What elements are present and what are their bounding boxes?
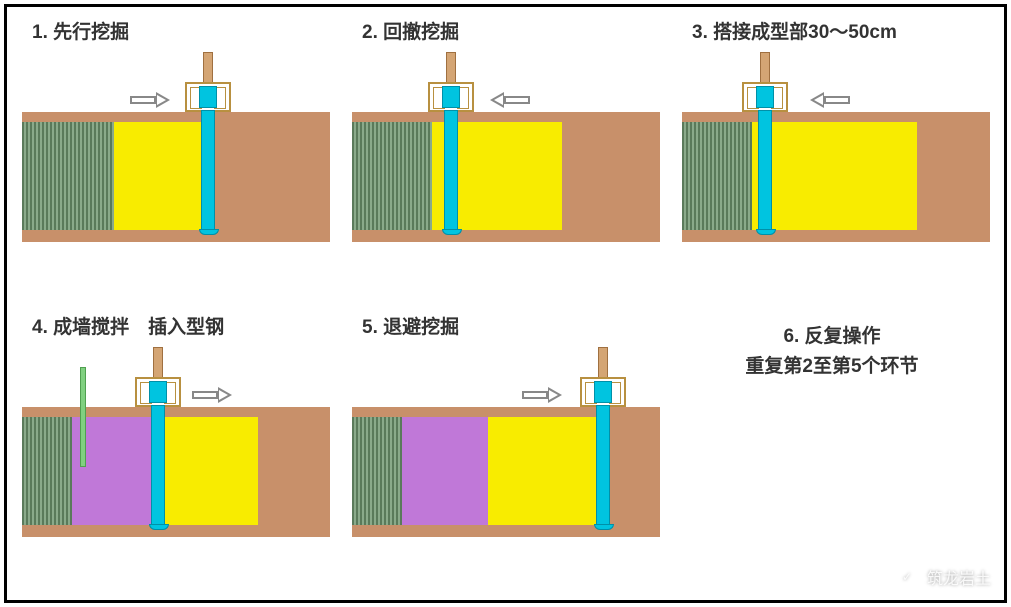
- rig-head-center: [442, 86, 460, 108]
- ground-bottom: [352, 525, 660, 537]
- hatched-zone: [352, 417, 402, 525]
- ground-top: [22, 112, 330, 122]
- direction-arrow-right: [522, 387, 562, 403]
- step-4-label: 4. 成墙搅拌 插入型钢: [22, 312, 352, 339]
- step-1-label: 1. 先行挖掘: [22, 17, 352, 44]
- direction-arrow-right: [130, 92, 170, 108]
- step-2-label: 2. 回撤挖掘: [352, 17, 682, 44]
- diagram-3: [682, 52, 990, 242]
- ground-bottom: [22, 230, 330, 242]
- ground-bottom: [22, 525, 330, 537]
- ground-right: [562, 122, 660, 230]
- rig-cutter: [596, 405, 610, 525]
- rig-cutter: [201, 110, 215, 230]
- ground-bottom: [682, 230, 990, 242]
- purple-zone: [402, 417, 488, 525]
- trd-rig: [177, 52, 237, 230]
- rig-head-center: [199, 86, 217, 108]
- rig-head-center: [756, 86, 774, 108]
- diagram-5: [352, 347, 660, 537]
- hatched-zone: [22, 417, 72, 525]
- rig-head-center: [594, 381, 612, 403]
- step-5: 5. 退避挖掘: [352, 312, 682, 537]
- ground-top: [352, 112, 660, 122]
- watermark: ✓ 筑龙岩土: [895, 565, 991, 589]
- diagram-1: [22, 52, 330, 242]
- wechat-icon: ✓: [895, 565, 919, 589]
- ground-bottom: [352, 230, 660, 242]
- step-2: 2. 回撤挖掘: [352, 17, 682, 242]
- step-6-line2: 重复第2至第5个环节: [682, 352, 982, 382]
- rig-cutter: [151, 405, 165, 525]
- trd-rig: [420, 52, 480, 230]
- step-3-label: 3. 搭接成型部30～50cm: [682, 17, 1011, 44]
- rig-cutter: [758, 110, 772, 230]
- rig-cutter: [444, 110, 458, 230]
- step-3: 3. 搭接成型部30～50cm: [682, 17, 1011, 242]
- trd-rig: [734, 52, 794, 230]
- direction-arrow-left: [490, 92, 530, 108]
- outer-frame: 1. 先行挖掘 2. 回撤挖掘: [4, 4, 1007, 603]
- ground-top: [682, 112, 990, 122]
- hatched-zone: [22, 122, 114, 230]
- watermark-text: 筑龙岩土: [927, 565, 991, 589]
- rig-head-center: [149, 381, 167, 403]
- step-1: 1. 先行挖掘: [22, 17, 352, 242]
- h-steel-bar: [80, 367, 86, 467]
- step-5-label: 5. 退避挖掘: [352, 312, 682, 339]
- trd-rig: [127, 347, 187, 525]
- ground-right: [258, 417, 330, 525]
- step-4: 4. 成墙搅拌 插入型钢: [22, 312, 352, 537]
- diagram-4: [22, 347, 330, 537]
- direction-arrow-left: [810, 92, 850, 108]
- step-6: 6. 反复操作 重复第2至第5个环节: [682, 322, 982, 383]
- direction-arrow-right: [192, 387, 232, 403]
- diagram-2: [352, 52, 660, 242]
- ground-right: [917, 122, 990, 230]
- step-6-line1: 6. 反复操作: [682, 322, 982, 352]
- trd-rig: [572, 347, 632, 525]
